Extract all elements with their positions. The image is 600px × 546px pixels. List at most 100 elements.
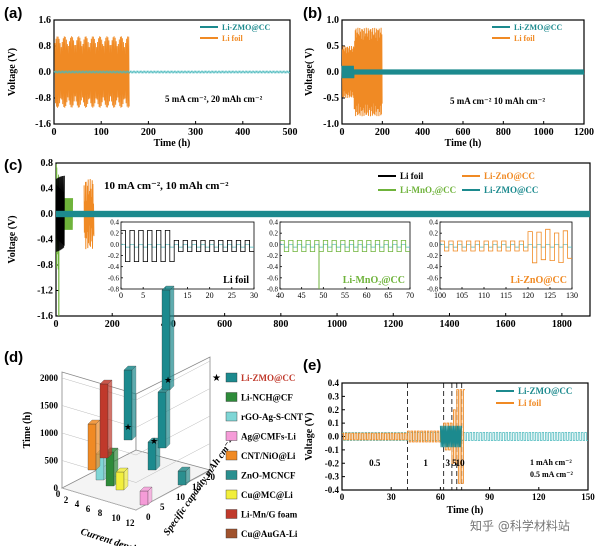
y-tick-label: -1.6 [37, 311, 53, 322]
x-tick-label: 120 [532, 492, 546, 502]
panel-label: (a) [4, 5, 22, 22]
legend-label: Li-ZMO@CC [484, 185, 538, 195]
panel-label: (c) [4, 157, 22, 174]
x-tick-label: 30 [387, 492, 397, 502]
inset-x-tick-label: 70 [406, 291, 414, 300]
legend-swatch [226, 490, 237, 499]
y-tick-label: 0.4 [41, 184, 54, 195]
x-tick-label: 1600 [496, 319, 516, 330]
x-tick-label: 200 [375, 127, 390, 138]
star-marker: ★ [124, 422, 132, 432]
z-tick-label: 1000 [40, 428, 59, 438]
bar-3d [116, 472, 124, 490]
y-axis-label: Voltage (V) [7, 48, 18, 96]
legend-swatch [226, 510, 237, 519]
inset-x-tick-label: 130 [566, 291, 578, 300]
inset-x-tick-label: 120 [522, 291, 534, 300]
x-tick-label: 2 [64, 495, 69, 505]
bar-3d [140, 491, 148, 505]
rate-label: 10 [456, 458, 466, 468]
annotation: 5 mA cm⁻², 20 mAh cm⁻² [165, 94, 263, 104]
x-tick-label: 8 [98, 508, 103, 518]
x-tick-label: 1800 [552, 319, 572, 330]
inset-x-tick-label: 30 [250, 291, 258, 300]
y-tick-label: 0.3 [328, 391, 340, 401]
x-tick-label: 400 [235, 127, 250, 138]
y-tick-label: -0.3 [325, 472, 340, 482]
star-marker: ★ [164, 375, 172, 385]
legend-label: rGO-Ag-S-CNT [241, 412, 303, 422]
inset-y-tick-label: -0.6 [427, 274, 439, 282]
x-tick-label: 600 [217, 319, 232, 330]
legend-swatch [226, 412, 237, 421]
inset-y-tick-label: 0.4 [429, 219, 438, 227]
y-tick-label: 0.8 [41, 158, 54, 169]
inset-y-tick-label: 0.2 [429, 230, 438, 238]
x-tick-label: 0 [340, 127, 345, 138]
annotation: 1 mAh cm⁻² [530, 458, 572, 467]
bar-3d-side [132, 366, 136, 440]
inset-x-tick-label: 110 [478, 291, 490, 300]
inset-y-tick-label: 0.0 [269, 241, 278, 249]
y-tick-label: 0.0 [39, 67, 52, 78]
x-tick-label: 12 [126, 518, 136, 528]
legend-swatch [226, 432, 237, 441]
inset-x-tick-label: 125 [544, 291, 556, 300]
legend-label: Li foil [514, 34, 535, 43]
inset-y-tick-label: 0.2 [110, 230, 119, 238]
x-tick-label: 0 [54, 319, 59, 330]
inset-y-tick-label: -0.4 [427, 263, 439, 271]
inset-x-tick-label: 0 [119, 291, 123, 300]
inset-x-tick-label: 60 [363, 291, 371, 300]
inset-y-tick-label: -0.2 [267, 252, 279, 260]
inset-y-tick-label: -0.6 [267, 274, 279, 282]
x-tick-label: 200 [141, 127, 156, 138]
y-tick-label: -0.8 [35, 93, 51, 104]
bar-3d [158, 392, 166, 448]
y-tick-label: -1.2 [37, 286, 53, 297]
x-tick-label: 100 [94, 127, 109, 138]
x-tick-label: 1000 [534, 127, 554, 138]
legend-label: Li foil [400, 171, 424, 181]
y-tick-label: -0.4 [37, 235, 53, 246]
figure-canvas: (a)0 100 200 300 400 500-1.6-0.80.00.81.6Li-Z… [0, 0, 600, 546]
legend-star: ★ [212, 373, 221, 384]
x-tick-label: 150 [581, 492, 595, 502]
panel-label: (e) [303, 357, 321, 374]
x-tick-label: 4 [75, 499, 80, 509]
inset-x-tick-label: 25 [228, 291, 236, 300]
inset-label: Li-ZnO@CC [510, 275, 567, 286]
y-tick-label: -0.1 [325, 445, 340, 455]
panel-label: (d) [4, 349, 23, 366]
inset-y-tick-label: 0.4 [110, 219, 119, 227]
x-tick-label: 200 [105, 319, 120, 330]
y-tick-label: 0.0 [328, 432, 340, 442]
x-axis-label: Time (h) [445, 138, 482, 149]
inset-y-tick-label: 0.0 [110, 241, 119, 249]
inset-x-tick-label: 115 [500, 291, 512, 300]
inset-x-tick-label: 15 [184, 291, 192, 300]
y-tick-label: 0.0 [41, 209, 54, 220]
y-tick-label: 0.0 [327, 67, 340, 78]
zmo-dense [440, 426, 461, 447]
legend-label: Li-ZMO@CC [241, 373, 295, 383]
y-tick-label: 0.4 [328, 378, 340, 388]
legend-swatch [226, 373, 237, 382]
annotation: 10 mA cm⁻², 10 mAh cm⁻² [104, 180, 229, 192]
y-tick-label: -0.4 [325, 485, 340, 495]
inset-x-tick-label: 45 [298, 291, 306, 300]
inset-y-tick-label: 0.2 [269, 230, 278, 238]
legend-label: Ag@CMFs-Li [241, 432, 296, 442]
bar-3d-side [166, 388, 170, 448]
inset-x-tick-label: 50 [319, 291, 327, 300]
y-tick-label: 0.5 [327, 41, 340, 52]
x-tick-label: 500 [283, 127, 298, 138]
y-axis-label: Voltage( V) [304, 48, 315, 96]
legend-label: Li-MnO₂@CC [400, 185, 456, 195]
rate-label: 3 [446, 458, 451, 468]
z-tick-label: 500 [45, 456, 59, 466]
legend-label: Li-ZMO@CC [518, 386, 572, 396]
x-tick-label: 1400 [439, 319, 459, 330]
x-tick-label: 800 [273, 319, 288, 330]
zmo-band [56, 211, 590, 217]
